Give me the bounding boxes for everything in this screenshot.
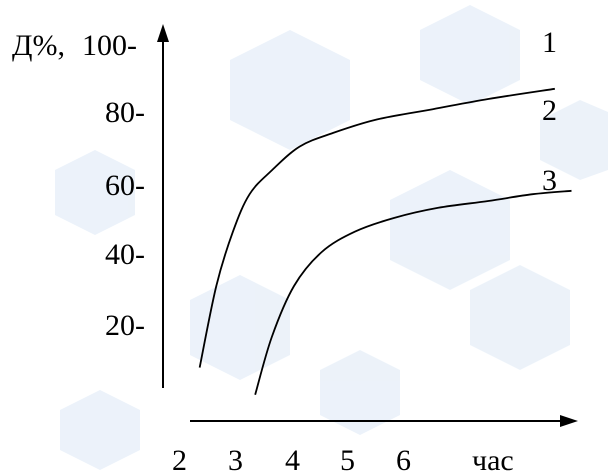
x-tick-label: 5 [340, 444, 355, 476]
y-axis-label: Д%, [12, 29, 65, 62]
y-tick-label: 80- [105, 96, 145, 129]
x-tick-label: 6 [396, 444, 411, 476]
series-layer [198, 87, 572, 396]
x-tick-label: 2 [172, 444, 187, 476]
x-tick-label: 3 [228, 444, 243, 476]
curve-label-2: 2 [542, 94, 557, 127]
series-line-2 [254, 189, 572, 396]
curve-label-3: 3 [542, 164, 557, 197]
y-axis-arrow [157, 24, 169, 42]
y-tick-label: 40- [105, 238, 145, 271]
curve-label-1: 1 [542, 26, 557, 59]
y-tick-label: 100- [82, 29, 137, 62]
series-line-1 [198, 87, 555, 368]
y-tick-label: 20- [105, 309, 145, 342]
x-tick-label: 4 [285, 444, 300, 476]
x-axis-label: час [472, 444, 514, 476]
y-tick-label: 60- [105, 169, 145, 202]
x-axis-arrow [560, 415, 578, 427]
watermark-pattern [55, 5, 608, 470]
